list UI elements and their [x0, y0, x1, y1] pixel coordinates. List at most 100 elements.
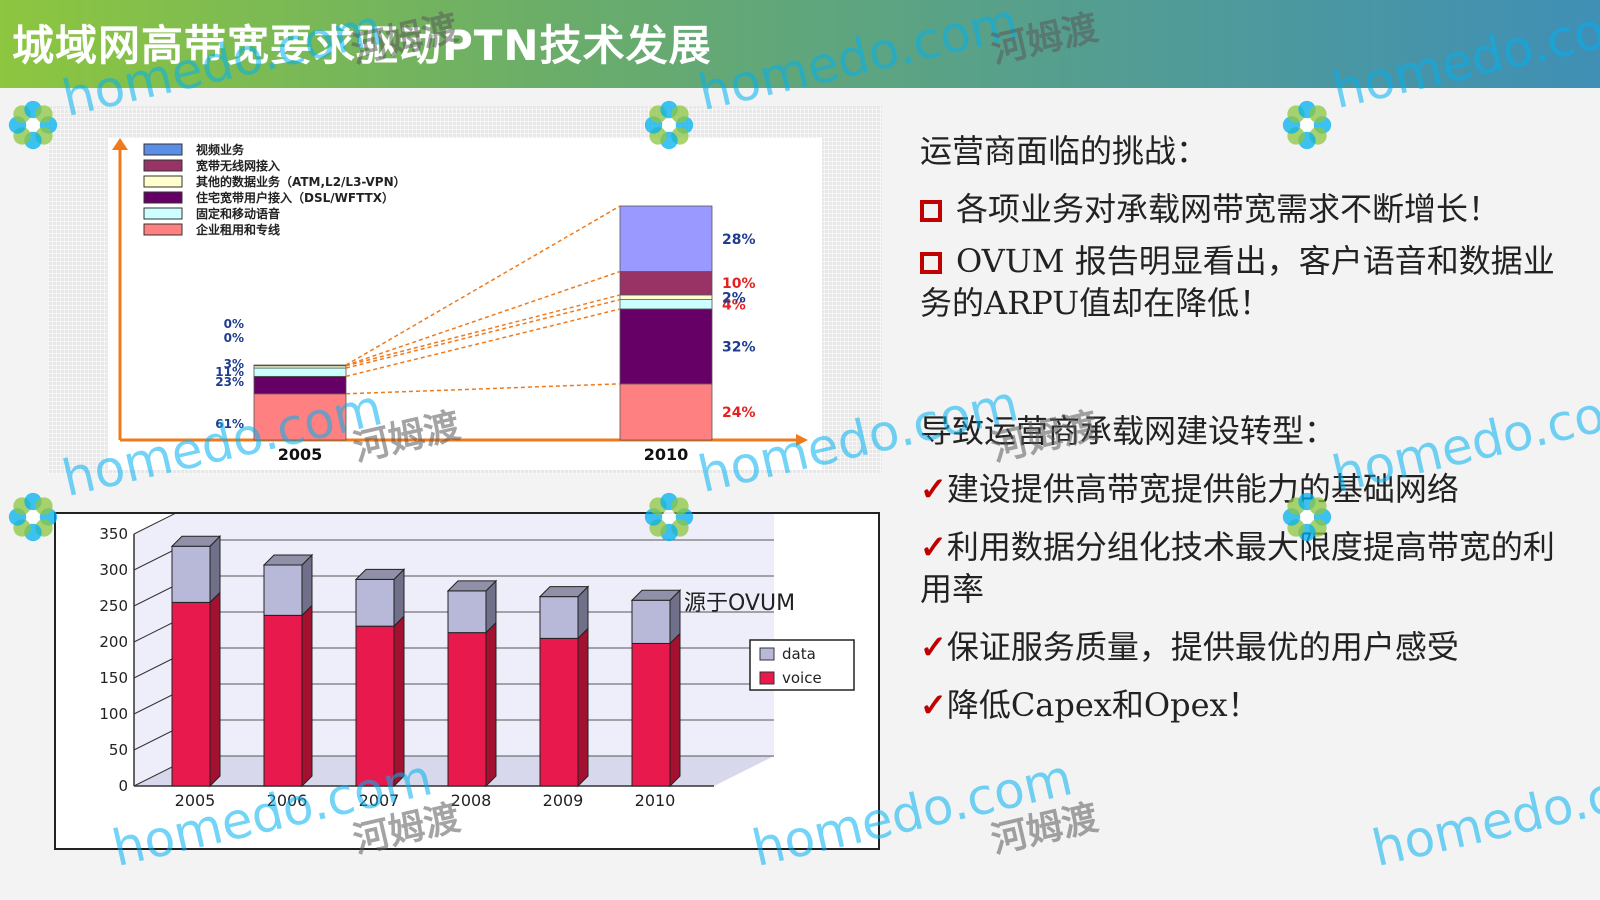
tick-text: 利用数据分组化技术最大限度提高带宽的利用率	[920, 528, 1555, 608]
bar-segment	[355, 578, 395, 627]
source-annotation: 源于OVUM	[684, 591, 795, 616]
x-tick-label: 2007	[359, 791, 400, 810]
x-tick-label: 2005	[278, 445, 323, 464]
legend-label: voice	[782, 669, 822, 687]
bar-segment	[619, 294, 713, 300]
x-tick-label: 2009	[543, 791, 584, 810]
bullet-item: 各项业务对承载网带宽需求不断增长！	[920, 188, 1570, 230]
legend-swatch	[759, 671, 775, 685]
data-label: 0%	[224, 331, 244, 345]
bar-segment	[253, 393, 347, 441]
bar-top	[354, 568, 406, 580]
bullet-text: 各项业务对承载网带宽需求不断增长！	[956, 190, 1501, 228]
tick-item: ✓利用数据分组化技术最大限度提高带宽的利用率	[920, 526, 1570, 610]
y-tick-label: 50	[109, 741, 128, 759]
bar-segment	[539, 637, 579, 787]
bullet-item: OVUM 报告明显看出，客户语音和数据业务的ARPU值却在降低！	[920, 240, 1570, 324]
bar-segment	[171, 601, 211, 787]
tick-text: 建设提供高带宽提供能力的基础网络	[946, 470, 1459, 508]
check-mark-icon: ✓	[920, 470, 947, 508]
tick-item: ✓保证服务质量，提供最优的用户感受	[920, 626, 1570, 668]
bar-top	[170, 535, 222, 547]
x-tick-label: 2006	[267, 791, 308, 810]
y-axis-arrow-icon	[112, 138, 128, 150]
transition-heading: 导致运营商承载网建设转型：	[920, 412, 1337, 450]
bar-top	[630, 589, 682, 601]
bar-top	[538, 586, 590, 598]
data-label: 28%	[722, 232, 756, 248]
y-tick-label: 100	[99, 705, 128, 723]
data-label: 2%	[722, 290, 746, 306]
slide-title: 城域网高带宽要求驱动PTN技术发展	[12, 21, 712, 70]
legend-swatch	[143, 143, 183, 156]
bar-top	[446, 580, 498, 592]
bar-side	[301, 604, 313, 788]
check-mark-icon: ✓	[920, 628, 947, 666]
check-mark-icon: ✓	[920, 528, 947, 566]
legend-label: 企业租用和专线	[195, 222, 280, 237]
tick-text: 降低Capex和Opex！	[946, 686, 1260, 724]
bar-segment	[355, 625, 395, 787]
tick-text: 保证服务质量，提供最优的用户感受	[946, 628, 1459, 666]
legend-label: 其他的数据业务（ATM,L2/L3-VPN）	[196, 174, 406, 189]
ovum-revenue-chart: 0 50 100 150 200 250 300 350 2005 2006 2007 2008 200…	[99, 514, 855, 810]
bar-segment	[447, 590, 487, 634]
y-tick-label: 250	[99, 597, 128, 615]
growth-connector	[345, 294, 621, 367]
bar-top	[262, 554, 314, 566]
bar-segment	[263, 614, 303, 787]
bar-segment	[619, 205, 713, 272]
bar-segment	[539, 596, 579, 639]
growth-connector	[345, 205, 621, 366]
bar-segment	[619, 299, 713, 310]
legend-label: 宽带无线网接入	[195, 158, 280, 173]
growth-connector	[345, 308, 621, 378]
y-tick-label: 150	[99, 669, 128, 687]
legend-swatch	[143, 207, 183, 220]
data-label: 0%	[224, 317, 244, 331]
text-column: 运营商面临的挑战： 各项业务对承载网带宽需求不断增长！ OVUM 报告明显看出，…	[920, 130, 1570, 726]
bar-side	[393, 614, 405, 788]
bullet-text: OVUM 报告明显看出，客户语音和数据业务的ARPU值却在降低！	[920, 242, 1555, 322]
service-share-chart: 视频业务宽带无线网接入其他的数据业务（ATM,L2/L3-VPN）住宅宽带用户接…	[112, 138, 808, 464]
x-tick-label: 2008	[451, 791, 492, 810]
bar-segment	[619, 383, 713, 441]
data-label: 61%	[215, 417, 244, 431]
data-label: 10%	[722, 276, 756, 292]
legend-label: data	[782, 645, 816, 663]
legend-label: 住宅宽带用户接入（DSL/WFTTX）	[196, 190, 394, 205]
y-tick-label: 300	[99, 561, 128, 579]
legend-label: 视频业务	[196, 142, 245, 157]
data-label: 3%	[224, 357, 244, 371]
bar-side	[209, 591, 221, 788]
bar-segment	[263, 564, 303, 616]
data-label: 11%	[215, 365, 244, 379]
data-label: 23%	[215, 375, 244, 389]
bar-side	[577, 627, 589, 788]
legend-swatch	[143, 223, 183, 236]
check-mark-icon: ✓	[920, 686, 947, 724]
gridline-diagonal	[133, 514, 176, 535]
data-label: 32%	[722, 339, 756, 355]
checkbox-bullet-icon	[920, 252, 942, 274]
checkbox-bullet-icon	[920, 200, 942, 222]
y-tick-label: 350	[99, 525, 128, 543]
y-tick-label: 0	[118, 777, 128, 795]
x-tick-label: 2010	[635, 791, 676, 810]
title-bar: 城域网高带宽要求驱动PTN技术发展	[0, 0, 1600, 88]
x-axis-arrow-icon	[796, 434, 808, 446]
tick-item: ✓建设提供高带宽提供能力的基础网络	[920, 468, 1570, 510]
growth-connector	[345, 270, 621, 367]
bar-segment	[619, 271, 713, 296]
legend-swatch	[143, 159, 183, 172]
data-label: 4%	[722, 297, 746, 313]
legend-swatch	[759, 647, 775, 661]
growth-connector	[345, 298, 621, 369]
bar-segment	[253, 375, 347, 395]
x-tick-label: 2010	[644, 445, 689, 464]
data-label: 24%	[722, 405, 756, 421]
bar-segment	[619, 308, 713, 385]
legend-swatch	[143, 175, 183, 188]
bar-side	[209, 535, 221, 604]
legend-swatch	[143, 191, 183, 204]
